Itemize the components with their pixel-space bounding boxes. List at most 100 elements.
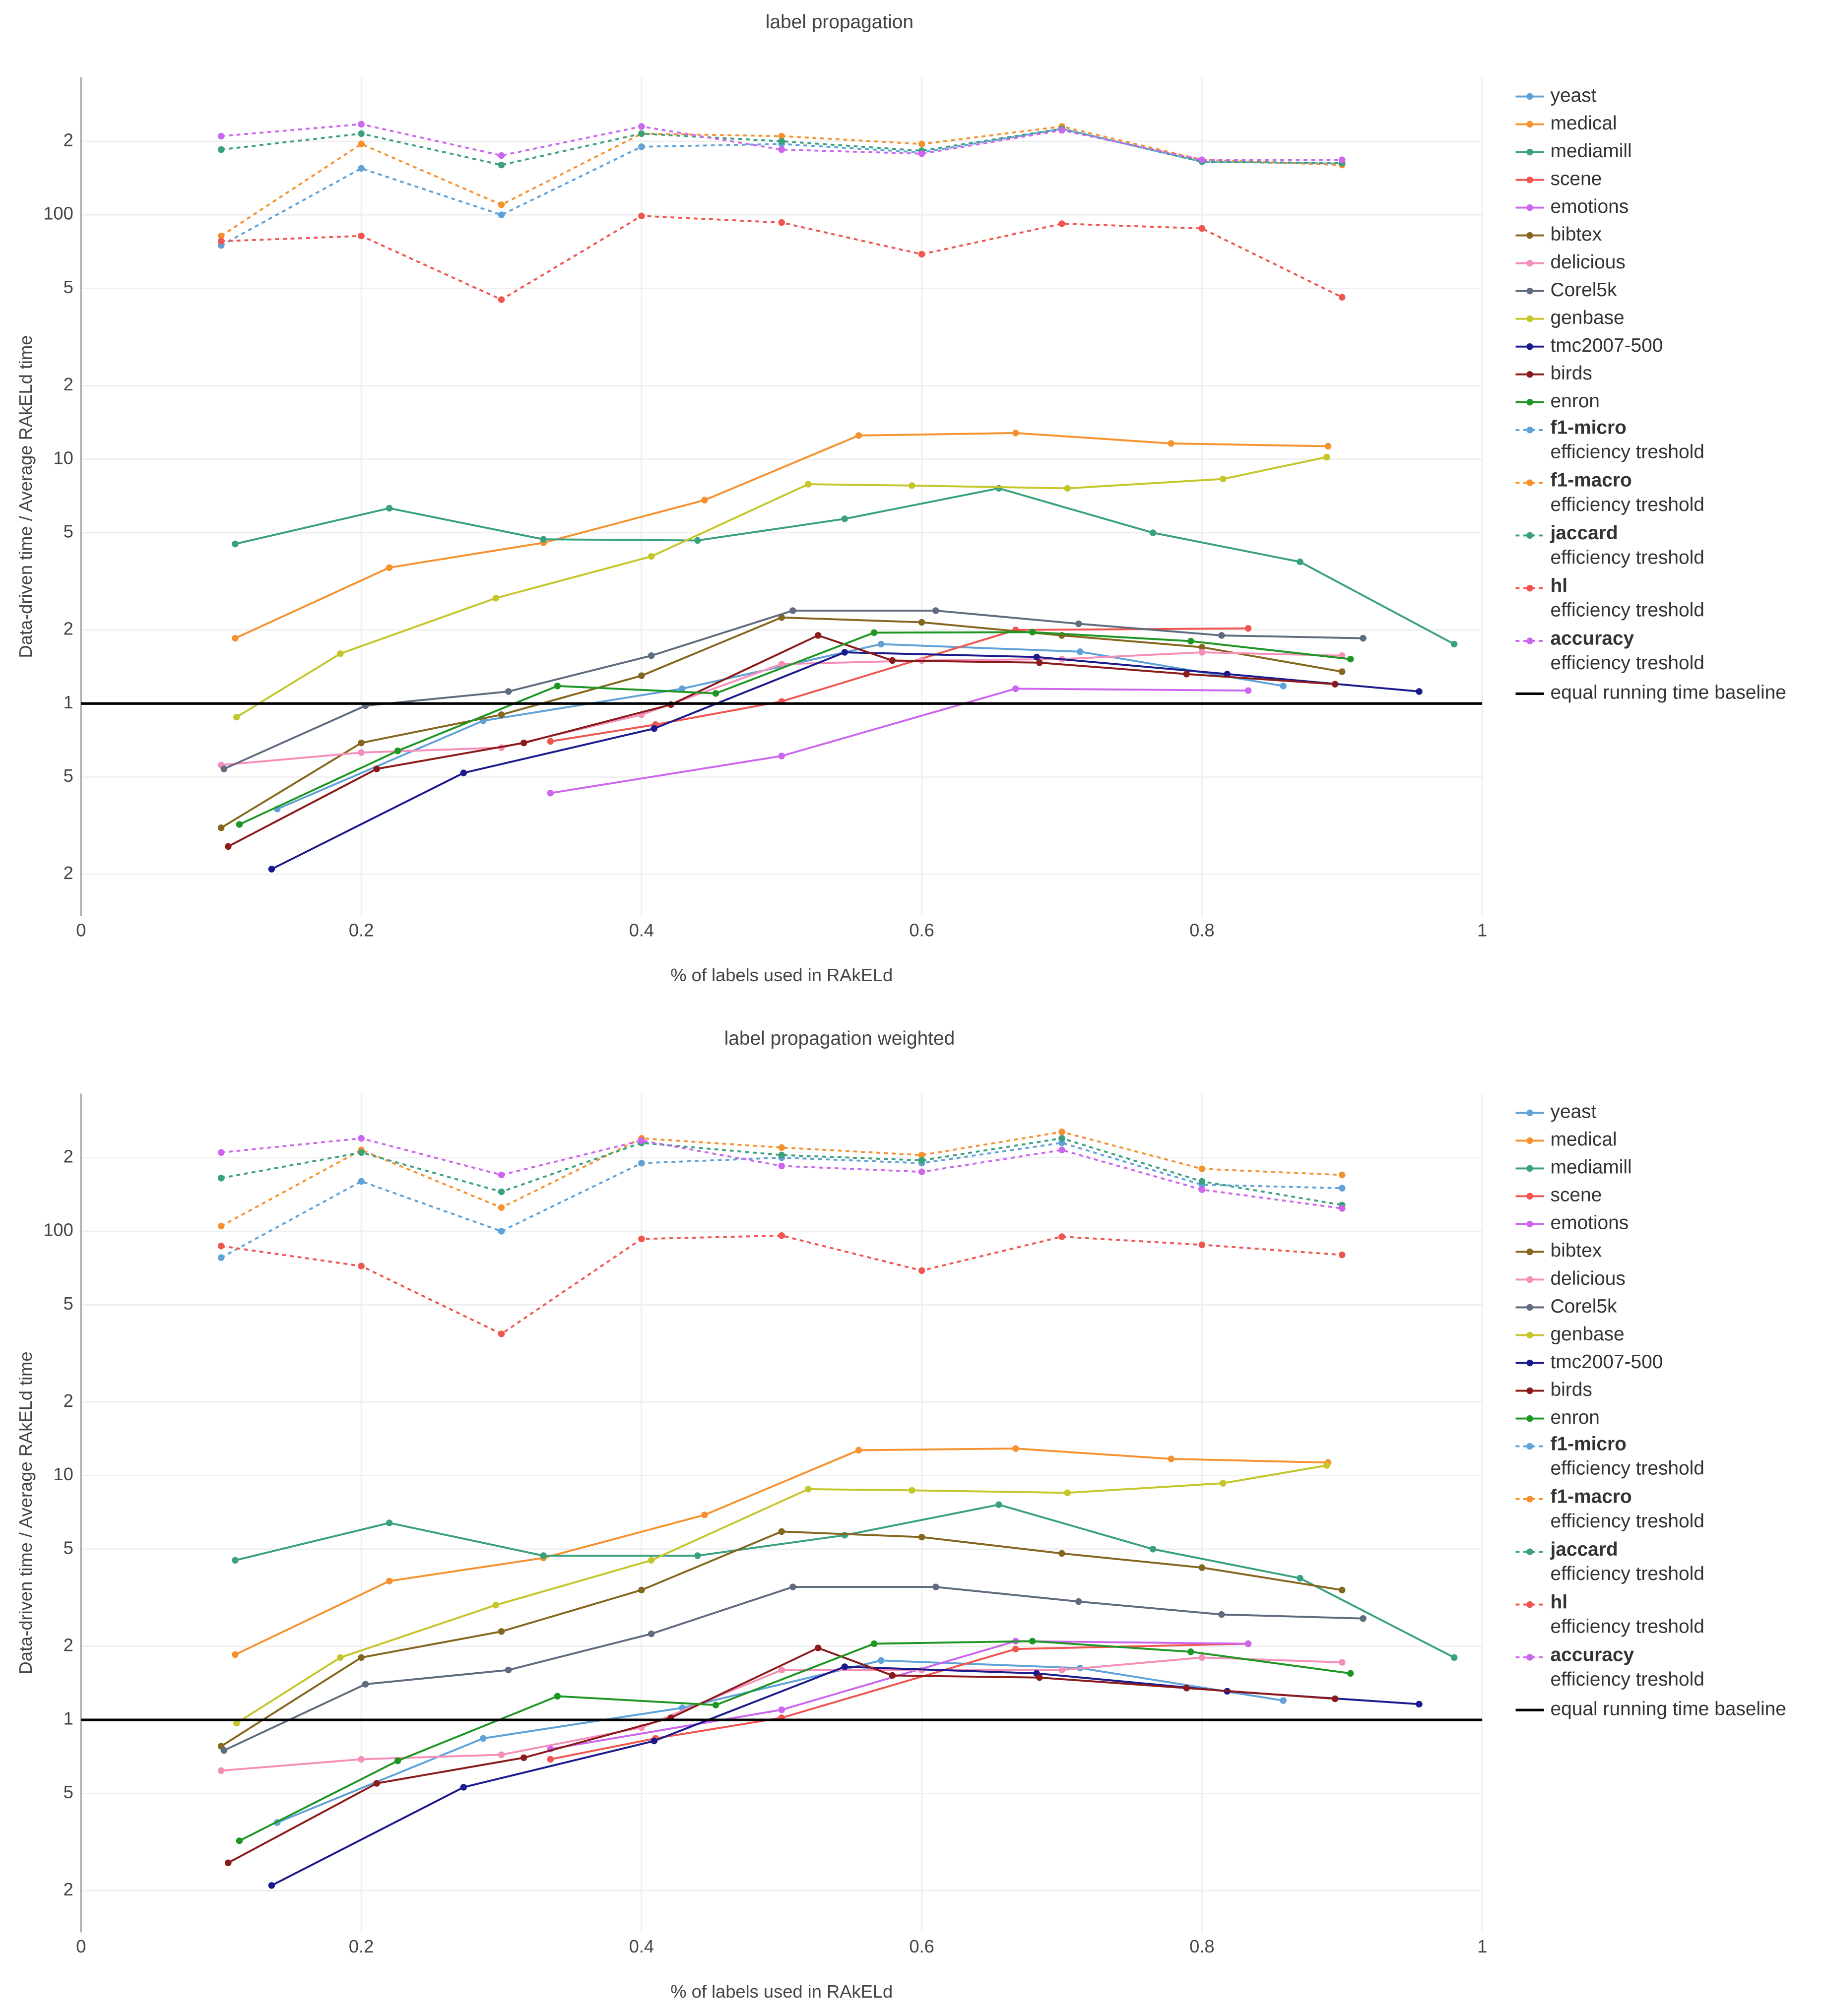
data-point [1198, 1165, 1206, 1173]
data-point [232, 1557, 239, 1564]
y-tick-label: 2 [64, 1635, 73, 1655]
legend-label: delicious [1551, 1268, 1626, 1289]
data-point [217, 132, 225, 140]
legend-label-line2: efficiency treshold [1551, 441, 1704, 463]
data-point [778, 138, 785, 145]
data-point [909, 1487, 915, 1494]
legend-label: Corel5k [1551, 279, 1618, 301]
data-point [1331, 681, 1339, 688]
data-point [778, 614, 785, 621]
legend-label: delicious [1551, 252, 1626, 273]
data-point [1058, 1129, 1065, 1135]
data-point [1347, 1670, 1354, 1677]
data-point [1323, 453, 1330, 461]
data-point [268, 1882, 275, 1889]
legend-marker [1526, 1387, 1533, 1394]
y-tick-label: 2 [64, 1146, 73, 1166]
series-line [221, 1656, 1342, 1772]
data-point [540, 1552, 547, 1559]
y-tick-label: 2 [64, 619, 73, 639]
legend-label: mediamill [1551, 1157, 1632, 1178]
data-point [1338, 1205, 1346, 1212]
data-point [373, 1780, 380, 1787]
y-tick-label: 5 [64, 277, 73, 297]
data-point [233, 1719, 240, 1727]
legend-label: bibtex [1551, 1240, 1602, 1261]
data-point [1331, 1695, 1339, 1702]
legend-marker [1526, 1276, 1533, 1283]
data-point [358, 232, 365, 240]
data-point [778, 660, 785, 668]
legend-label-line2: efficiency treshold [1551, 1669, 1704, 1690]
data-point [1036, 1674, 1043, 1681]
data-point [217, 146, 225, 153]
legend-label: medical [1551, 1129, 1617, 1150]
data-point [918, 1533, 925, 1541]
data-point [855, 432, 862, 439]
data-point [889, 657, 896, 664]
data-point [268, 866, 275, 873]
data-point [712, 690, 719, 697]
data-point [778, 1666, 785, 1674]
data-point [648, 652, 655, 659]
data-point [648, 1557, 655, 1564]
data-point [1198, 1654, 1206, 1661]
series-line [276, 1659, 1284, 1824]
legend-label-line2: efficiency treshold [1551, 1511, 1704, 1532]
data-point [1012, 685, 1019, 693]
data-point [918, 619, 925, 626]
series-line [221, 1234, 1342, 1335]
data-point [1198, 1564, 1206, 1571]
data-point [505, 1666, 512, 1674]
data-point [505, 688, 512, 695]
data-point [932, 1583, 939, 1590]
data-point [1064, 1489, 1071, 1497]
data-point [358, 140, 365, 148]
data-point [492, 1601, 499, 1609]
x-tick-label: 0 [76, 1936, 86, 1956]
legend-label: genbase [1551, 307, 1625, 328]
y-axis-label: Data-driven time / Average RAkELd time [15, 335, 36, 658]
data-point [1058, 1134, 1065, 1142]
data-point [547, 790, 554, 797]
y-tick-label: 5 [64, 1293, 73, 1314]
y-tick-label: 2 [64, 1390, 73, 1411]
data-point [225, 1859, 232, 1866]
data-point [1183, 1685, 1190, 1692]
data-point [233, 713, 240, 721]
legend-marker [1526, 121, 1533, 128]
data-point [651, 1737, 658, 1745]
series-line [550, 688, 1248, 794]
data-point [1244, 1640, 1252, 1647]
data-point [1244, 625, 1252, 632]
data-point [889, 1672, 896, 1679]
data-point [386, 1577, 393, 1584]
data-point [877, 1657, 885, 1664]
legend-label: medical [1551, 113, 1617, 134]
data-point [1058, 1146, 1065, 1154]
data-point [841, 649, 848, 656]
data-point [1076, 648, 1084, 655]
data-point [1450, 1654, 1458, 1661]
data-point [232, 1651, 239, 1658]
y-tick-label: 1 [64, 692, 73, 712]
data-point [918, 251, 925, 258]
legend-label: f1-macro [1551, 1486, 1632, 1508]
y-tick-label: 10 [53, 1464, 73, 1484]
x-tick-label: 0.6 [909, 920, 934, 940]
series-line [220, 616, 1343, 829]
data-point [778, 146, 785, 153]
data-point [918, 1267, 925, 1274]
data-point [651, 725, 658, 732]
data-point [520, 739, 527, 747]
data-point [217, 238, 225, 245]
data-point [1029, 1638, 1036, 1645]
data-point [217, 1149, 225, 1156]
data-point [1416, 688, 1423, 695]
data-point [1168, 440, 1174, 447]
data-point [1219, 1480, 1227, 1487]
data-point [498, 1171, 505, 1179]
data-point [814, 1644, 822, 1651]
data-point [1198, 225, 1206, 232]
x-tick-label: 0.2 [349, 920, 374, 940]
